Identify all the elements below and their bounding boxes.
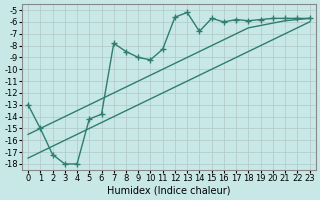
X-axis label: Humidex (Indice chaleur): Humidex (Indice chaleur): [107, 186, 231, 196]
